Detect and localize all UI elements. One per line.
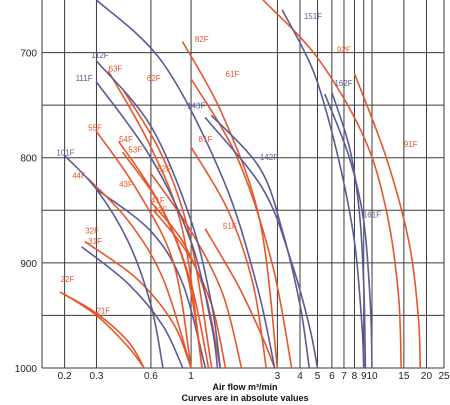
x-tick-label: 25: [438, 371, 450, 382]
series-curves: [59, 0, 422, 369]
x-axis-label: Air flow m³/min: [213, 382, 278, 392]
series-62f: [122, 88, 213, 369]
series-51f: [204, 228, 276, 369]
series-label-55f: 55F: [88, 123, 102, 132]
series-101f: [63, 154, 164, 369]
series-label-82f: 82F: [195, 35, 209, 44]
series-82f: [182, 41, 279, 369]
series-label-81f: 81F: [199, 135, 213, 144]
series-162f: [331, 91, 367, 369]
x-tick-label: 7: [341, 371, 347, 382]
grid: [41, 0, 445, 369]
series-label-41f: 41F: [151, 196, 165, 205]
series-label-91f: 91F: [404, 140, 418, 149]
series-label-112f: 112F: [91, 51, 109, 60]
series-label-54f: 54F: [119, 135, 133, 144]
series-91f: [353, 72, 422, 369]
series-112f: [95, 60, 222, 369]
x-tick-label: 0.2: [58, 371, 72, 382]
axis-ticks: 700 800 900 1000 0.2 0.3 0.6 1 3 4 5 6 7 8 9 10 15 20 25: [15, 49, 450, 382]
series-label-42f: 42F: [154, 205, 168, 214]
series-label-62f: 62F: [147, 74, 161, 83]
series-92f: [262, 0, 402, 369]
series-61f: [190, 78, 293, 369]
x-tick-label: 20: [421, 371, 433, 382]
x-tick-label: 0.6: [144, 371, 158, 382]
series-121f: [95, 0, 276, 369]
series-161f: [324, 93, 373, 369]
series-label-63f: 63F: [109, 64, 123, 73]
series-label-44f: 44F: [72, 172, 86, 181]
series-label-61f: 61F: [226, 70, 240, 79]
series-44f: [87, 177, 192, 369]
y-tick-label: 900: [20, 259, 37, 270]
series-label-161f: 161F: [363, 211, 381, 220]
series-label-43f: 43F: [119, 180, 133, 189]
y-tick-label: 800: [20, 154, 37, 165]
y-tick-label: 1000: [15, 364, 38, 375]
series-label-31f: 31F: [88, 237, 102, 246]
series-label-162f: 162F: [334, 79, 352, 88]
x-tick-label: 15: [398, 371, 410, 382]
series-label-51f: 51F: [223, 222, 237, 231]
x-tick-label: 6: [329, 371, 335, 382]
x-tick-label: 8: [352, 371, 358, 382]
series-143f: [210, 114, 311, 369]
series-label-142f: 142F: [260, 153, 278, 162]
x-tick-label: 3: [275, 371, 281, 382]
series-151f: [281, 9, 365, 369]
x-tick-label: 10: [366, 371, 378, 382]
x-tick-label: 4: [297, 371, 303, 382]
series-55f: [95, 130, 192, 369]
series-label-151f: 151F: [304, 12, 322, 21]
x-tick-label: 5: [315, 371, 321, 382]
series-label-143f: 143F: [187, 101, 205, 110]
x-tick-label: 9: [361, 371, 367, 382]
series-63f: [107, 70, 203, 369]
series-label-52f: 52F: [157, 164, 171, 173]
series-111f: [95, 81, 219, 369]
series-31f: [81, 246, 184, 369]
series-label-111f: 111F: [76, 74, 93, 83]
series-81f: [190, 146, 267, 369]
series-label-22f: 22F: [61, 275, 75, 284]
y-tick-label: 700: [20, 49, 37, 60]
series-label-21f: 21F: [96, 306, 110, 315]
series-label-53f: 53F: [128, 145, 142, 154]
x-tick-label: 1: [188, 371, 194, 382]
series-label-92f: 92F: [337, 46, 351, 55]
x-tick-label: 0.3: [90, 371, 104, 382]
series-32f: [84, 241, 192, 369]
series-label-32f: 32F: [85, 226, 99, 235]
series-52f: [150, 172, 243, 369]
series-label-101f: 101F: [56, 149, 74, 158]
series-22f: [59, 291, 145, 369]
chart-note: Curves are in absolute values: [181, 393, 308, 403]
